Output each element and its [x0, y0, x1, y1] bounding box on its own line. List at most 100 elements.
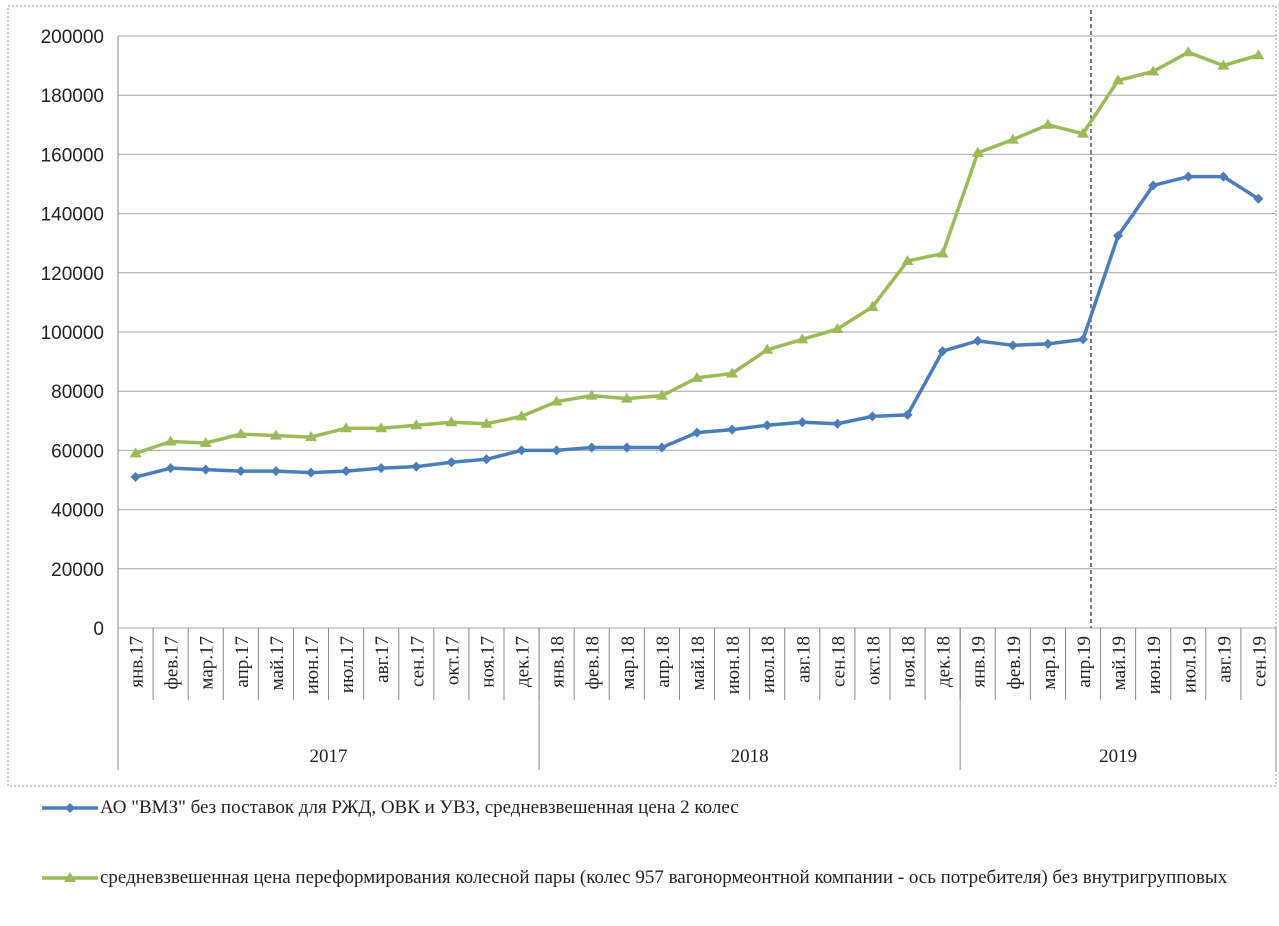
y-tick-label: 40000	[51, 501, 104, 522]
x-tick-label: окт.17	[442, 636, 463, 685]
marker	[551, 445, 562, 456]
marker	[867, 411, 878, 422]
marker	[762, 420, 773, 431]
marker	[341, 466, 352, 477]
y-tick-label: 80000	[51, 382, 104, 403]
marker	[1113, 230, 1124, 241]
marker	[936, 247, 949, 258]
marker	[1183, 171, 1194, 182]
marker	[585, 389, 598, 400]
x-tick-label: май.17	[267, 636, 288, 690]
marker	[796, 333, 809, 344]
x-tick-label: авг.17	[372, 636, 393, 683]
marker	[831, 323, 844, 334]
marker	[621, 442, 632, 453]
marker	[937, 346, 948, 357]
y-tick-label: 100000	[41, 323, 104, 344]
marker	[832, 418, 843, 429]
marker	[1252, 49, 1265, 60]
legend-swatch	[42, 803, 98, 813]
marker	[480, 417, 493, 428]
y-tick-label: 0	[93, 619, 104, 640]
marker	[1147, 65, 1160, 76]
marker	[550, 395, 563, 406]
x-tick-label: июл.17	[337, 636, 358, 693]
y-tick-label: 120000	[41, 264, 104, 285]
legend-swatch	[42, 872, 98, 882]
x-tick-label: фев.17	[162, 636, 183, 689]
marker	[481, 454, 492, 465]
x-tick-label: июл.19	[1179, 636, 1200, 693]
marker	[340, 422, 353, 433]
x-tick-label: июн.19	[1144, 636, 1165, 694]
x-tick-label: дек.17	[513, 636, 534, 687]
marker	[306, 467, 316, 478]
series-line	[134, 50, 1259, 456]
marker	[200, 464, 211, 475]
x-tick-label: окт.18	[863, 636, 884, 685]
chart-frame	[7, 5, 1277, 787]
x-group-label: 2017	[310, 746, 348, 767]
marker	[1042, 338, 1053, 349]
x-tick-label: мар.19	[1039, 636, 1060, 690]
marker	[164, 435, 177, 446]
x-tick-label: мар.18	[618, 636, 639, 690]
marker	[901, 254, 914, 265]
x-tick-label: май.18	[688, 636, 709, 690]
marker	[130, 472, 141, 483]
marker	[586, 442, 597, 453]
marker	[199, 437, 212, 447]
y-tick-label: 60000	[51, 441, 104, 462]
x-tick-label: сен.19	[1249, 636, 1270, 687]
marker	[269, 429, 282, 440]
y-tick-label: 140000	[41, 205, 104, 226]
x-tick-label: июн.18	[723, 636, 744, 694]
legend-label: АО "ВМЗ" без поставок для РЖД, ОВК и УВЗ…	[100, 797, 739, 818]
x-tick-label: апр.19	[1074, 636, 1095, 688]
marker	[515, 410, 528, 421]
marker	[375, 422, 388, 433]
marker	[234, 428, 247, 439]
legend-item: АО "ВМЗ" без поставок для РЖД, ОВК и УВЗ…	[40, 796, 1260, 820]
marker	[1112, 74, 1125, 85]
x-tick-label: май.19	[1109, 636, 1130, 690]
marker	[446, 457, 457, 468]
marker	[516, 445, 527, 456]
marker	[1217, 59, 1230, 70]
x-tick-label: ноя.17	[477, 636, 498, 688]
marker	[1007, 340, 1018, 351]
x-tick-label: дек.18	[934, 636, 955, 687]
marker	[1182, 46, 1195, 57]
marker	[655, 389, 668, 400]
marker	[1078, 334, 1088, 345]
marker	[445, 416, 458, 427]
marker	[1148, 180, 1159, 191]
marker	[1218, 171, 1229, 182]
x-group-label: 2018	[731, 746, 769, 767]
marker	[866, 300, 879, 311]
marker	[726, 367, 739, 378]
marker	[972, 335, 983, 346]
marker	[971, 146, 984, 157]
marker	[411, 461, 422, 472]
y-tick-label: 160000	[41, 145, 104, 166]
y-tick-label: 20000	[51, 560, 104, 581]
x-tick-label: янв.17	[127, 636, 148, 688]
x-tick-label: апр.18	[653, 636, 674, 688]
legend-item: средневзвешенная цена переформирования к…	[40, 866, 1260, 890]
marker	[410, 419, 423, 430]
marker	[129, 447, 142, 458]
x-tick-label: авг.18	[793, 636, 814, 683]
marker	[692, 427, 702, 438]
marker	[727, 424, 738, 435]
y-tick-label: 200000	[41, 27, 104, 48]
marker	[620, 392, 633, 403]
marker	[902, 409, 913, 420]
marker	[165, 463, 176, 474]
x-group-label: 2019	[1099, 746, 1137, 767]
marker	[376, 463, 387, 474]
x-tick-label: фев.18	[583, 636, 604, 689]
marker	[305, 431, 317, 442]
x-tick-label: янв.18	[548, 636, 569, 688]
